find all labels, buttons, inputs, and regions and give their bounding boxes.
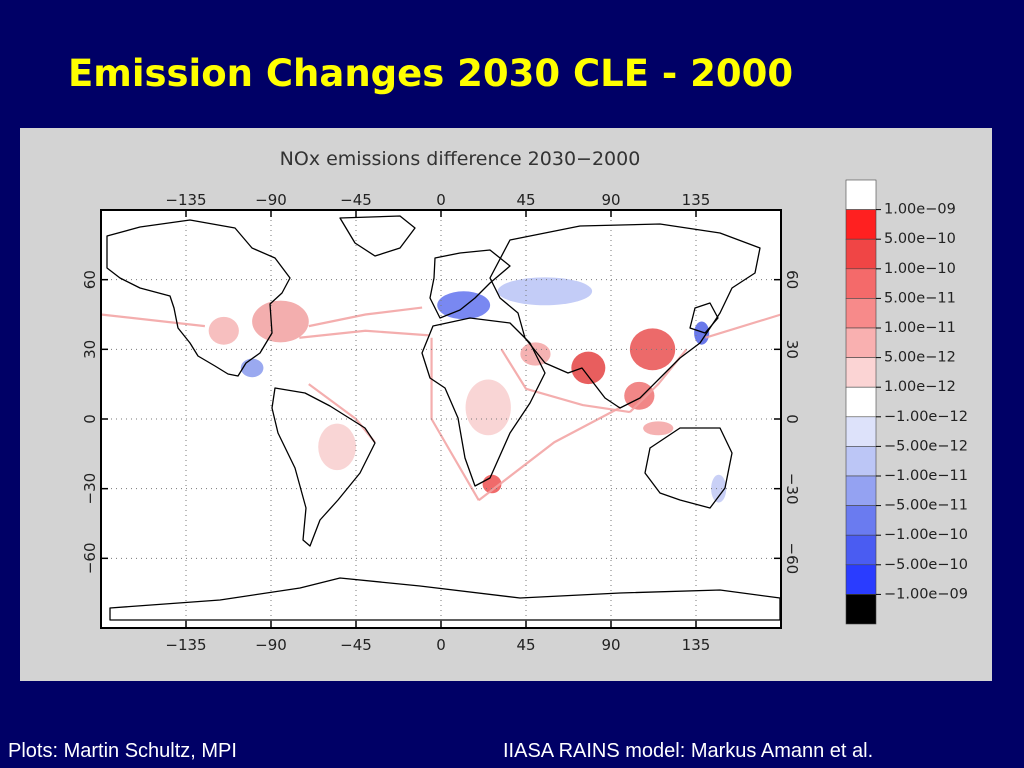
lat-tick-label-right: 0 bbox=[783, 414, 801, 424]
footer-credit-plots: Plots: Martin Schultz, MPI bbox=[8, 740, 237, 762]
coast-japan bbox=[689, 302, 719, 334]
lat-tick-label-left: 0 bbox=[81, 414, 99, 424]
lon-tick-label-top: −90 bbox=[255, 191, 287, 209]
legend-swatch bbox=[845, 475, 877, 506]
legend-label: 5.00e−12 bbox=[884, 350, 956, 366]
lat-tick-label-right: 30 bbox=[783, 340, 801, 359]
color-legend: 1.00e−09 5.00e−10 1.00e−10 5.00e−11 1.00e−11… bbox=[845, 179, 968, 625]
legend-swatch bbox=[845, 179, 877, 210]
legend-swatch bbox=[845, 209, 877, 240]
figure-panel: NOx emissions difference 2030−2000 −135−… bbox=[20, 128, 992, 681]
lon-tick-label-top: 90 bbox=[601, 191, 620, 209]
legend-swatch bbox=[845, 268, 877, 299]
north-pacific-track bbox=[705, 313, 782, 339]
coast-asia bbox=[489, 223, 761, 409]
lat-tick-label-left: 60 bbox=[81, 270, 99, 289]
legend-swatch bbox=[845, 327, 877, 358]
legend-label: −1.00e−11 bbox=[884, 468, 968, 484]
mediterranean-to-india-track bbox=[500, 348, 631, 414]
lon-tick-label-top: 45 bbox=[516, 191, 535, 209]
legend-swatch bbox=[845, 357, 877, 388]
lon-tick-label-bottom: −90 bbox=[255, 636, 287, 654]
coast-south-america bbox=[271, 387, 376, 547]
lon-tick-label-bottom: 135 bbox=[682, 636, 711, 654]
legend-swatch bbox=[845, 446, 877, 477]
legend-swatch bbox=[845, 564, 877, 595]
lon-tick-label-bottom: 45 bbox=[516, 636, 535, 654]
legend-label: −5.00e−11 bbox=[884, 498, 968, 514]
west-pacific-track bbox=[100, 313, 206, 328]
legend-swatch bbox=[845, 298, 877, 329]
legend-label: 5.00e−11 bbox=[884, 290, 956, 306]
legend-label: 1.00e−11 bbox=[884, 320, 956, 336]
legend-label: −5.00e−10 bbox=[884, 557, 968, 573]
coast-europe bbox=[429, 249, 511, 319]
map-frame bbox=[100, 209, 782, 629]
legend-swatch bbox=[845, 238, 877, 270]
southeast-asia-increase bbox=[624, 381, 655, 410]
africa-increase bbox=[465, 379, 511, 436]
mexico-decrease bbox=[240, 358, 264, 378]
lon-tick-label-top: −45 bbox=[340, 191, 372, 209]
north-atlantic-track bbox=[308, 306, 423, 328]
lon-tick-label-bottom: 0 bbox=[436, 636, 446, 654]
legend-label: 1.00e−10 bbox=[884, 261, 956, 277]
legend-swatch bbox=[845, 594, 877, 625]
legend-swatch bbox=[845, 505, 877, 536]
indonesia-increase bbox=[643, 421, 674, 436]
legend-swatch bbox=[845, 534, 877, 566]
legend-label: −1.00e−12 bbox=[884, 409, 968, 425]
map-gridlines bbox=[101, 210, 781, 628]
coast-north-america bbox=[106, 219, 291, 377]
slide-title: Emission Changes 2030 CLE - 2000 bbox=[68, 52, 794, 95]
coastlines bbox=[106, 215, 781, 621]
legend-swatch bbox=[845, 416, 877, 447]
lat-tick-label-left: 30 bbox=[81, 340, 99, 359]
lat-tick-label-left: −30 bbox=[81, 473, 99, 505]
lon-tick-label-top: 135 bbox=[682, 191, 711, 209]
australia-decrease bbox=[711, 474, 727, 503]
map-title: NOx emissions difference 2030−2000 bbox=[280, 148, 641, 170]
japan-decrease bbox=[694, 321, 710, 345]
coast-greenland bbox=[339, 215, 416, 257]
legend-label: −5.00e−12 bbox=[884, 438, 968, 454]
map-axes: −135 −135 −90 −90 −45 −45 0 0 45 45 90 90 135 135 60 60… bbox=[81, 191, 801, 654]
legend-label: 5.00e−10 bbox=[884, 231, 956, 247]
europe-decrease bbox=[437, 291, 491, 320]
coast-africa bbox=[421, 317, 546, 487]
south-america-increase bbox=[318, 423, 356, 471]
lon-tick-label-bottom: −45 bbox=[340, 636, 372, 654]
russia-decrease bbox=[497, 277, 593, 306]
china-increase bbox=[629, 328, 676, 371]
legend-swatch bbox=[845, 386, 877, 418]
lat-tick-label-right: −60 bbox=[783, 543, 801, 575]
north-america-increase bbox=[252, 300, 309, 343]
atlantic-to-gibraltar-track bbox=[299, 329, 430, 339]
us-west-increase bbox=[208, 316, 239, 345]
lon-tick-label-bottom: 90 bbox=[601, 636, 620, 654]
lat-tick-label-right: −30 bbox=[783, 473, 801, 505]
cape-to-asia-track bbox=[478, 406, 621, 502]
india-increase bbox=[571, 351, 606, 385]
coast-australia bbox=[644, 427, 733, 509]
lat-tick-label-right: 60 bbox=[783, 270, 801, 289]
lon-tick-label-bottom: −135 bbox=[165, 636, 206, 654]
coast-antarctica bbox=[109, 577, 781, 621]
lon-tick-label-top: −135 bbox=[165, 191, 206, 209]
lat-tick-label-left: −60 bbox=[81, 543, 99, 575]
legend-label: −1.00e−10 bbox=[884, 527, 968, 543]
figure-svg: NOx emissions difference 2030−2000 −135−… bbox=[81, 148, 968, 654]
footer-credit-model: IIASA RAINS model: Markus Amann et al. bbox=[503, 740, 874, 762]
legend-label: 1.00e−09 bbox=[884, 202, 956, 218]
legend-label: 1.00e−12 bbox=[884, 379, 956, 395]
legend-label: −1.00e−09 bbox=[884, 586, 968, 602]
lon-tick-label-top: 0 bbox=[436, 191, 446, 209]
